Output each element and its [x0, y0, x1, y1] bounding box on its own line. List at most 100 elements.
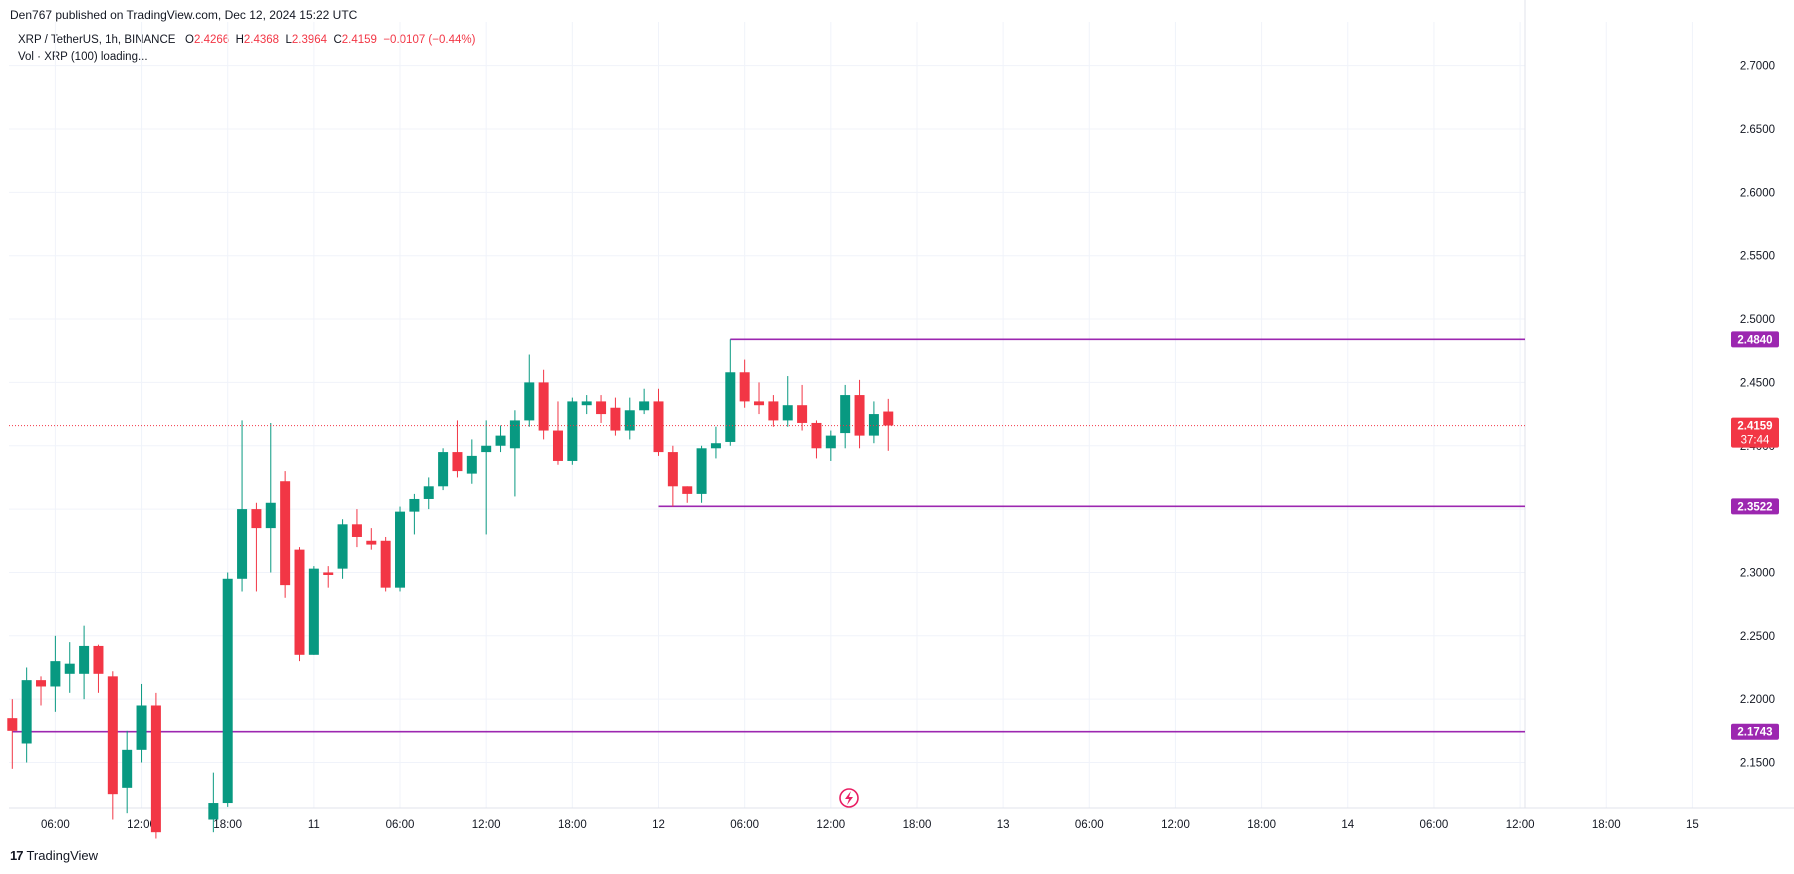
candle-body	[122, 749, 133, 788]
high-label: H	[235, 34, 244, 46]
level-price-tag	[1731, 498, 1779, 515]
candle-body	[93, 645, 104, 674]
candle-body	[64, 663, 75, 674]
price-tick-label: 2.2000	[1740, 694, 1775, 706]
price-tick-label: 2.6500	[1740, 124, 1775, 136]
level-price-label: 2.3522	[1737, 501, 1772, 513]
time-tick-label: 06:00	[41, 819, 70, 831]
candle-body	[380, 540, 391, 588]
price-tick-label: 2.7000	[1740, 61, 1775, 73]
candle-body	[610, 407, 621, 431]
candle-body	[208, 803, 219, 820]
candle-body	[524, 382, 535, 421]
candle-body	[725, 372, 736, 442]
time-tick-label: 18:00	[558, 819, 587, 831]
candle-body	[466, 455, 477, 474]
candle-body	[883, 411, 894, 426]
level-price-tag	[1731, 331, 1779, 348]
candle-body	[754, 401, 765, 406]
candle-body	[768, 401, 779, 421]
time-tick-label: 14	[1341, 819, 1354, 831]
candle-body	[495, 435, 506, 446]
candle-body	[624, 410, 635, 431]
time-tick-label: 12	[652, 819, 665, 831]
time-tick-label: 12:00	[1161, 819, 1190, 831]
candle-body	[653, 401, 664, 453]
candle-body	[280, 481, 291, 586]
candle-body	[136, 705, 147, 750]
time-tick-label: 13	[997, 819, 1010, 831]
bar-countdown-label: 37:44	[1741, 435, 1770, 447]
candle-body	[107, 676, 118, 795]
candle-body	[294, 549, 305, 655]
time-tick-label: 12:00	[472, 819, 501, 831]
last-price-label: 2.4159	[1737, 421, 1772, 433]
price-tick-label: 2.4500	[1740, 377, 1775, 389]
time-tick-label: 06:00	[386, 819, 415, 831]
level-price-tag	[1731, 723, 1779, 740]
tradingview-logo[interactable]: 17 TradingView	[10, 848, 98, 863]
candle-body	[323, 572, 334, 575]
price-tick-label: 2.5500	[1740, 251, 1775, 263]
candle-body	[395, 511, 406, 588]
candle-body	[710, 443, 721, 449]
time-tick-label: 15	[1686, 819, 1699, 831]
candle-body	[552, 430, 563, 461]
candle-body	[308, 568, 319, 655]
low-value: 2.3964	[291, 34, 328, 46]
candle-body	[581, 401, 592, 406]
candle-body	[50, 661, 61, 687]
candle-body	[797, 405, 808, 423]
time-tick-label: 06:00	[730, 819, 759, 831]
low-label: L	[285, 34, 292, 46]
level-price-label: 2.1743	[1737, 727, 1772, 739]
price-tick-label: 2.2500	[1740, 631, 1775, 643]
candle-body	[265, 502, 276, 529]
candle-body	[639, 401, 650, 411]
candle-body	[452, 452, 463, 472]
candle-body	[251, 509, 262, 529]
candle-body	[682, 486, 693, 494]
price-tick-label: 2.5000	[1740, 314, 1775, 326]
time-tick-label: 18:00	[213, 819, 242, 831]
symbol-name[interactable]: XRP / TetherUS, 1h, BINANCE	[18, 34, 176, 46]
candle-body	[7, 718, 18, 731]
volume-legend[interactable]: Vol · XRP (100) loading...	[18, 51, 148, 63]
candle-body	[739, 372, 750, 402]
candle-body	[351, 524, 362, 537]
candle-body	[222, 578, 233, 804]
candle-body	[811, 422, 822, 449]
time-tick-label: 12:00	[127, 819, 156, 831]
candle-body	[825, 435, 836, 449]
tradingview-logo-text: TradingView	[26, 848, 99, 863]
price-tick-label: 2.1500	[1740, 758, 1775, 770]
candle-body	[481, 445, 492, 453]
time-tick-label: 11	[308, 819, 320, 831]
time-tick-label: 18:00	[1592, 819, 1621, 831]
candle-body	[509, 420, 520, 449]
candle-body	[596, 401, 607, 415]
candle-body	[237, 509, 248, 579]
price-change: −0.0107 (−0.44%)	[383, 34, 476, 46]
time-tick-label: 18:00	[903, 819, 932, 831]
candle-body	[667, 452, 678, 487]
candle-body	[337, 524, 348, 569]
lightning-icon[interactable]	[839, 788, 859, 808]
open-label: O	[185, 34, 194, 46]
candle-body	[79, 645, 90, 674]
tradingview-logo-icon: 17	[10, 848, 24, 863]
candle-body	[366, 540, 377, 545]
candle-body	[538, 382, 549, 431]
open-value: 2.4266	[194, 34, 230, 46]
time-tick-label: 12:00	[816, 819, 845, 831]
candle-body	[409, 498, 420, 512]
close-value: 2.4159	[341, 34, 377, 46]
candle-body	[854, 395, 865, 436]
level-price-label: 2.4840	[1737, 334, 1772, 346]
candle-body	[423, 486, 434, 499]
time-tick-label: 06:00	[1075, 819, 1104, 831]
candle-body	[567, 401, 578, 461]
candle-body	[21, 680, 32, 744]
candle-body	[868, 414, 879, 436]
